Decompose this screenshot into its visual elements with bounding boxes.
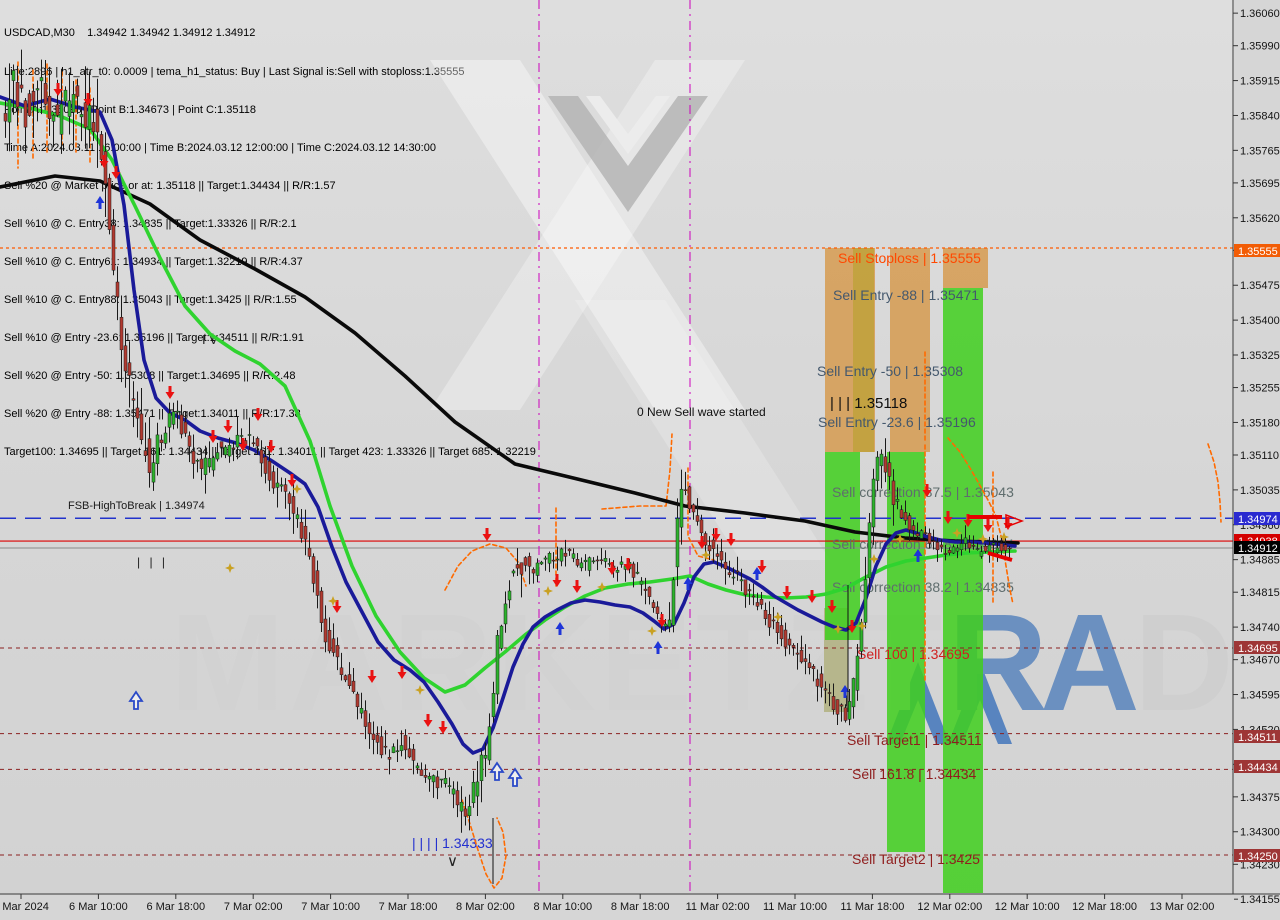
time-axis-label: 12 Mar 10:00	[995, 901, 1060, 913]
time-axis-label: 11 Mar 02:00	[686, 901, 750, 913]
price-axis-label: 1.35840	[1240, 110, 1280, 122]
label-point-c-price: | | | 1.35118	[830, 395, 907, 412]
price-tag: 1.34695	[1238, 643, 1278, 655]
price-tag: 1.34912	[1238, 543, 1278, 555]
price-tag: 1.34511	[1238, 732, 1277, 744]
price-level-lines	[0, 247, 1233, 856]
background-logo-watermark	[430, 60, 1012, 744]
price-axis-label: 1.35255	[1240, 383, 1280, 395]
label-sell-target2: Sell Target2 | 1.3425	[852, 851, 980, 867]
sell-entry61-line: Sell %10 @ C. Entry61: 1.34934 || Target…	[4, 255, 303, 268]
label-sell-entry-236: Sell Entry -23.6 | 1.35196	[818, 414, 976, 430]
price-axis-label: 1.34595	[1240, 690, 1280, 702]
candlesticks	[3, 49, 1012, 833]
label-swing-low-price: | | | | 1.34333	[412, 835, 493, 851]
label-sell-entry-50: Sell Entry -50 | 1.35308	[817, 363, 963, 379]
time-axis-label: 8 Mar 10:00	[533, 901, 592, 913]
time-axis-label: 11 Mar 10:00	[763, 901, 827, 913]
price-axis-label: 1.34155	[1240, 894, 1280, 906]
time-axis-label: 7 Mar 18:00	[379, 901, 438, 913]
label-fsb-high-to-break: FSB-HighToBreak | 1.34974	[68, 500, 205, 512]
label-sell-entry-88: Sell Entry -88 | 1.35471	[833, 287, 979, 303]
watermark-letter-d: D	[1134, 586, 1234, 740]
price-tag: 1.34250	[1238, 851, 1278, 863]
sell-market-line: Sell %20 @ Market price or at: 1.35118 |…	[4, 179, 336, 192]
signal-markers	[53, 83, 1013, 787]
price-axis-label: 1.34740	[1240, 622, 1280, 634]
label-new-sell-wave: 0 New Sell wave started	[637, 405, 766, 419]
time-axis-label: 7 Mar 02:00	[224, 901, 283, 913]
watermark-left-text: MARKETZ	[170, 586, 873, 740]
price-axis-label: 1.34885	[1240, 555, 1280, 567]
price-axis-label: 1.34375	[1240, 792, 1280, 804]
price-axis-label: 1.34230	[1240, 859, 1280, 871]
time-axis-label: 11 Mar 18:00	[840, 901, 904, 913]
price-axis-label: 1.34815	[1240, 587, 1280, 599]
price-axis-label: 1.34670	[1240, 655, 1280, 667]
label-sell-correction-38: Sell correction 38.2 | 1.34835	[832, 579, 1014, 595]
label-sell-target1: Sell Target1 | 1.34511	[847, 732, 982, 748]
ohlc-title-line: USDCAD,M30 1.34942 1.34942 1.34912 1.349…	[4, 27, 256, 40]
price-axis-label: 1.35990	[1240, 41, 1280, 53]
price-tag: 1.34974	[1238, 514, 1278, 526]
time-axis-label: 6 Mar 18:00	[146, 901, 205, 913]
sell-entry88-line: Sell %10 @ C. Entry88: 1.35043 || Target…	[4, 294, 297, 307]
label-sell-161: Sell 161.8 | 1.34434	[852, 766, 977, 782]
time-axis-label: 13 Mar 02:00	[1150, 901, 1215, 913]
price-tag: 1.35555	[1238, 246, 1278, 258]
price-axis-label: 1.35400	[1240, 315, 1280, 327]
price-axis-label: 1.36060	[1240, 8, 1280, 20]
price-axis-label: 1.34300	[1240, 827, 1280, 839]
price-axis-label: 1.35325	[1240, 350, 1280, 362]
price-axis-label: 1.35620	[1240, 213, 1280, 225]
time-axis-label: 6 Mar 10:00	[69, 901, 128, 913]
period-separators	[538, 0, 691, 893]
label-sell-stoploss: Sell Stoploss | 1.35555	[838, 250, 981, 266]
price-axis-label: 1.35110	[1240, 450, 1279, 462]
trade-zones	[825, 248, 988, 893]
sell-entry-88-line: Sell %20 @ Entry -88: 1.35471 || Target:…	[4, 408, 301, 421]
watermark-letter-a: A	[1040, 586, 1140, 740]
chart-object-labels: Sell Stoploss | 1.35555 Sell Entry -88 |…	[68, 250, 1014, 870]
time-axis-label: 6 Mar 2024	[0, 901, 49, 913]
signal-line: Line:2896 | h1_atr_t0: 0.0009 | tema_h1_…	[4, 65, 465, 78]
targets-line: Target100: 1.34695 || Target 161: 1.3443…	[4, 446, 536, 459]
price-axis-label: 1.35765	[1240, 145, 1280, 157]
time-axis-label: 7 Mar 10:00	[301, 901, 360, 913]
time-axis-label: 8 Mar 18:00	[611, 901, 670, 913]
label-tick-marks: | | |	[137, 555, 168, 569]
price-axis-label: 1.35475	[1240, 280, 1280, 292]
label-tick-mark: |	[845, 693, 848, 707]
price-axis-label: 1.35035	[1240, 485, 1280, 497]
label-v-mark: ∨	[447, 853, 458, 870]
price-axis-label: 1.35915	[1240, 76, 1280, 88]
price-axis[interactable]: 1.36060 1.35990 1.35915 1.35840 1.35765 1.356…	[1232, 0, 1280, 920]
time-axis-label: 12 Mar 02:00	[917, 901, 982, 913]
sell-entry236-line: Sell %10 @ Entry -23.6: 1.35196 || Targe…	[4, 332, 304, 345]
time-axis-label: 12 Mar 18:00	[1072, 901, 1137, 913]
extra-annotations	[492, 513, 1025, 884]
price-axis-label: 1.35180	[1240, 417, 1280, 429]
price-axis-label: 1.35695	[1240, 178, 1280, 190]
time-axis-label: 8 Mar 02:00	[456, 901, 515, 913]
time-axis[interactable]: 6 Mar 2024 6 Mar 10:00 6 Mar 18:00 7 Mar 02…	[0, 893, 1280, 920]
label-sell-100: Sell 100 | 1.34695	[857, 646, 970, 662]
price-tag: 1.34434	[1238, 762, 1278, 774]
